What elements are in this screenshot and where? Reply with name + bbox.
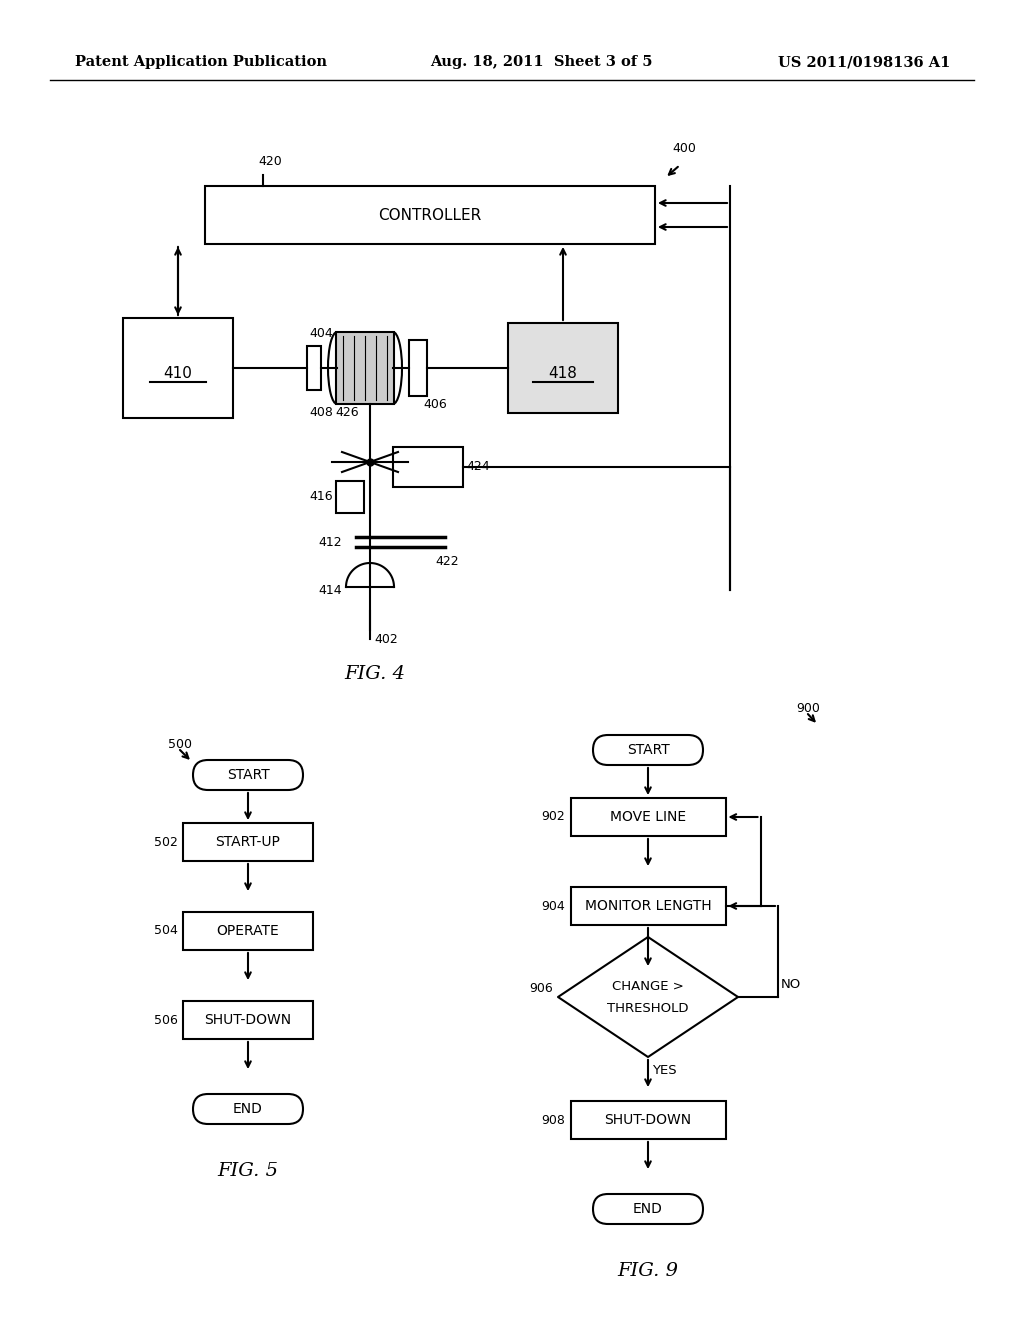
Text: END: END <box>633 1203 663 1216</box>
Text: Aug. 18, 2011  Sheet 3 of 5: Aug. 18, 2011 Sheet 3 of 5 <box>430 55 652 69</box>
Text: 908: 908 <box>542 1114 565 1126</box>
Text: 500: 500 <box>168 738 193 751</box>
Text: YES: YES <box>652 1064 677 1077</box>
Text: 414: 414 <box>318 585 342 598</box>
Text: CONTROLLER: CONTROLLER <box>379 207 481 223</box>
Text: 406: 406 <box>423 399 446 411</box>
Text: MONITOR LENGTH: MONITOR LENGTH <box>585 899 712 913</box>
Bar <box>336 333 394 404</box>
Text: CHANGE >: CHANGE > <box>612 981 684 994</box>
Text: MOVE LINE: MOVE LINE <box>610 810 686 824</box>
Text: 412: 412 <box>318 536 342 549</box>
FancyBboxPatch shape <box>193 760 303 789</box>
Bar <box>183 1001 313 1039</box>
Text: FIG. 9: FIG. 9 <box>617 1262 679 1280</box>
Text: 502: 502 <box>155 836 178 849</box>
Text: FIG. 4: FIG. 4 <box>344 665 406 682</box>
Text: SHUT-DOWN: SHUT-DOWN <box>205 1012 292 1027</box>
Text: 400: 400 <box>672 143 696 154</box>
Text: 900: 900 <box>796 702 820 715</box>
Text: 902: 902 <box>542 810 565 824</box>
Text: START-UP: START-UP <box>216 836 281 849</box>
Bar <box>393 447 463 487</box>
Text: 408: 408 <box>309 407 333 418</box>
Text: 506: 506 <box>155 1014 178 1027</box>
Bar <box>205 186 655 244</box>
Bar <box>123 318 233 418</box>
Text: Patent Application Publication: Patent Application Publication <box>75 55 327 69</box>
Bar <box>183 912 313 950</box>
Text: 410: 410 <box>164 367 193 381</box>
Text: NO: NO <box>781 978 801 991</box>
Text: 906: 906 <box>529 982 553 995</box>
Text: 504: 504 <box>155 924 178 937</box>
Bar <box>336 480 364 513</box>
Ellipse shape <box>328 333 346 404</box>
Text: END: END <box>233 1102 263 1115</box>
Bar <box>409 341 427 396</box>
Text: START: START <box>627 743 670 756</box>
Text: SHUT-DOWN: SHUT-DOWN <box>604 1113 691 1127</box>
FancyBboxPatch shape <box>593 735 703 766</box>
Text: 418: 418 <box>549 366 578 380</box>
Text: FIG. 5: FIG. 5 <box>217 1162 279 1180</box>
Text: 416: 416 <box>309 491 333 503</box>
FancyBboxPatch shape <box>593 1195 703 1224</box>
Bar <box>570 887 725 925</box>
Text: 422: 422 <box>435 554 459 568</box>
Text: 420: 420 <box>258 154 282 168</box>
Bar <box>570 799 725 836</box>
Ellipse shape <box>384 333 402 404</box>
Bar <box>307 346 321 389</box>
Text: START: START <box>226 768 269 781</box>
Text: 426: 426 <box>335 407 358 418</box>
Text: 402: 402 <box>374 634 397 645</box>
Text: OPERATE: OPERATE <box>217 924 280 939</box>
Text: 424: 424 <box>466 461 489 474</box>
Text: 404: 404 <box>309 327 333 341</box>
Text: 904: 904 <box>542 899 565 912</box>
Text: THRESHOLD: THRESHOLD <box>607 1002 689 1015</box>
Bar <box>570 1101 725 1139</box>
FancyBboxPatch shape <box>193 1094 303 1125</box>
Bar <box>508 323 618 413</box>
Text: US 2011/0198136 A1: US 2011/0198136 A1 <box>777 55 950 69</box>
Bar <box>183 822 313 861</box>
